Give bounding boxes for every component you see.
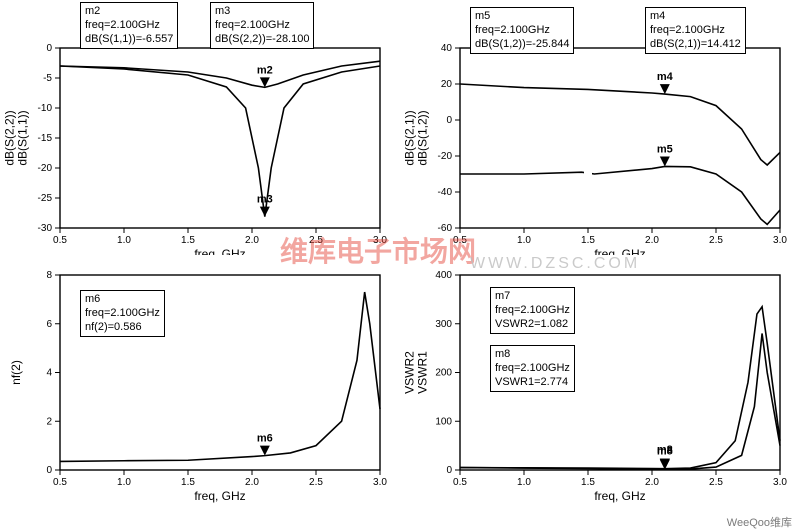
svg-text:VSWR1: VSWR1 [416,351,430,394]
svg-text:0: 0 [46,465,52,476]
svg-text:0: 0 [46,43,52,54]
svg-text:2.0: 2.0 [645,235,659,246]
svg-text:3.0: 3.0 [373,235,387,246]
svg-text:1.0: 1.0 [117,477,131,488]
svg-text:freq, GHz: freq, GHz [594,247,645,255]
svg-text:400: 400 [435,270,452,281]
svg-text:100: 100 [435,416,452,427]
svg-text:VSWR2: VSWR2 [403,351,417,394]
svg-text:-40: -40 [438,187,453,198]
svg-text:0: 0 [446,115,452,126]
svg-text:-20: -20 [438,151,453,162]
svg-text:2.5: 2.5 [309,235,323,246]
svg-text:-15: -15 [38,133,53,144]
svg-text:1.5: 1.5 [181,235,195,246]
svg-text:nf(2): nf(2) [9,360,23,385]
svg-text:1.5: 1.5 [581,477,595,488]
svg-text:-5: -5 [43,73,52,84]
svg-text:-25: -25 [38,193,53,204]
svg-text:200: 200 [435,368,452,379]
svg-text:2.0: 2.0 [245,477,259,488]
svg-text:1.0: 1.0 [517,477,531,488]
svg-text:0.5: 0.5 [453,235,467,246]
svg-text:0.5: 0.5 [53,235,67,246]
footer-credit: WeeQoo维库 [727,514,792,530]
panel-vswr: 0.5 1.0 1.5 2.0 2.5 3.0 0 100 200 300 400 freq, GHz… [400,255,800,510]
svg-text:dB(S(2,2)): dB(S(2,2)) [3,110,17,165]
marker-readout: m5 freq=2.100GHz dB(S(1,2))=-25.844 [470,7,574,54]
marker-readout: m2 freq=2.100GHz dB(S(1,1))=-6.557 [80,2,178,49]
svg-text:1.0: 1.0 [117,235,131,246]
svg-text:dB(S(1,2)): dB(S(1,2)) [416,110,430,165]
marker-readout: m4 freq=2.100GHz dB(S(2,1))=14.412 [645,7,746,54]
svg-text:-30: -30 [38,223,53,234]
panel-s21-s12: 0.5 1.0 1.5 2.0 2.5 3.0 -60 -40 -20 0 20 40 freq, GH… [400,0,800,255]
marker-readout: m7 freq=2.100GHz VSWR2=1.082 [490,287,575,334]
panel-nf2: 0.5 1.0 1.5 2.0 2.5 3.0 0 2 4 6 8 freq, GHz nf(2) m6 m… [0,255,400,510]
svg-text:freq, GHz: freq, GHz [194,247,245,255]
svg-text:1.0: 1.0 [517,235,531,246]
svg-text:20: 20 [441,79,453,90]
svg-text:2: 2 [46,416,52,427]
svg-text:3.0: 3.0 [773,235,787,246]
panel-s11-s22: 0.5 1.0 1.5 2.0 2.5 3.0 -30 -25 -20 -15 -10 -5 0 freq… [0,0,400,255]
svg-text:m2: m2 [257,64,273,76]
svg-text:0.5: 0.5 [453,477,467,488]
svg-text:8: 8 [46,270,52,281]
svg-text:freq, GHz: freq, GHz [194,489,245,503]
svg-text:-20: -20 [38,163,53,174]
svg-text:m5: m5 [657,143,673,155]
marker-readout: m3 freq=2.100GHz dB(S(2,2))=-28.100 [210,2,314,49]
svg-text:dB(S(1,1)): dB(S(1,1)) [16,110,30,165]
svg-text:1.5: 1.5 [181,477,195,488]
svg-text:2.0: 2.0 [245,235,259,246]
svg-text:4: 4 [46,368,52,379]
svg-text:3.0: 3.0 [373,477,387,488]
svg-text:1.5: 1.5 [581,235,595,246]
svg-text:m3: m3 [257,194,273,206]
svg-text:40: 40 [441,43,453,54]
svg-text:freq, GHz: freq, GHz [594,489,645,503]
svg-text:0: 0 [446,465,452,476]
svg-text:300: 300 [435,319,452,330]
svg-text:m4: m4 [657,71,674,83]
marker-readout: m6 freq=2.100GHz nf(2)=0.586 [80,290,165,337]
svg-text:2.5: 2.5 [309,477,323,488]
svg-text:3.0: 3.0 [773,477,787,488]
svg-text:dB(S(2,1)): dB(S(2,1)) [403,110,417,165]
chart-grid: 0.5 1.0 1.5 2.0 2.5 3.0 -30 -25 -20 -15 -10 -5 0 freq… [0,0,800,510]
marker-readout: m8 freq=2.100GHz VSWR1=2.774 [490,345,575,392]
svg-text:m6: m6 [257,433,273,445]
svg-text:2.5: 2.5 [709,477,723,488]
svg-text:2.0: 2.0 [645,477,659,488]
svg-text:0.5: 0.5 [53,477,67,488]
svg-text:6: 6 [46,319,52,330]
svg-text:-10: -10 [38,103,53,114]
svg-text:m8: m8 [657,444,673,456]
svg-text:-60: -60 [438,223,453,234]
svg-text:2.5: 2.5 [709,235,723,246]
